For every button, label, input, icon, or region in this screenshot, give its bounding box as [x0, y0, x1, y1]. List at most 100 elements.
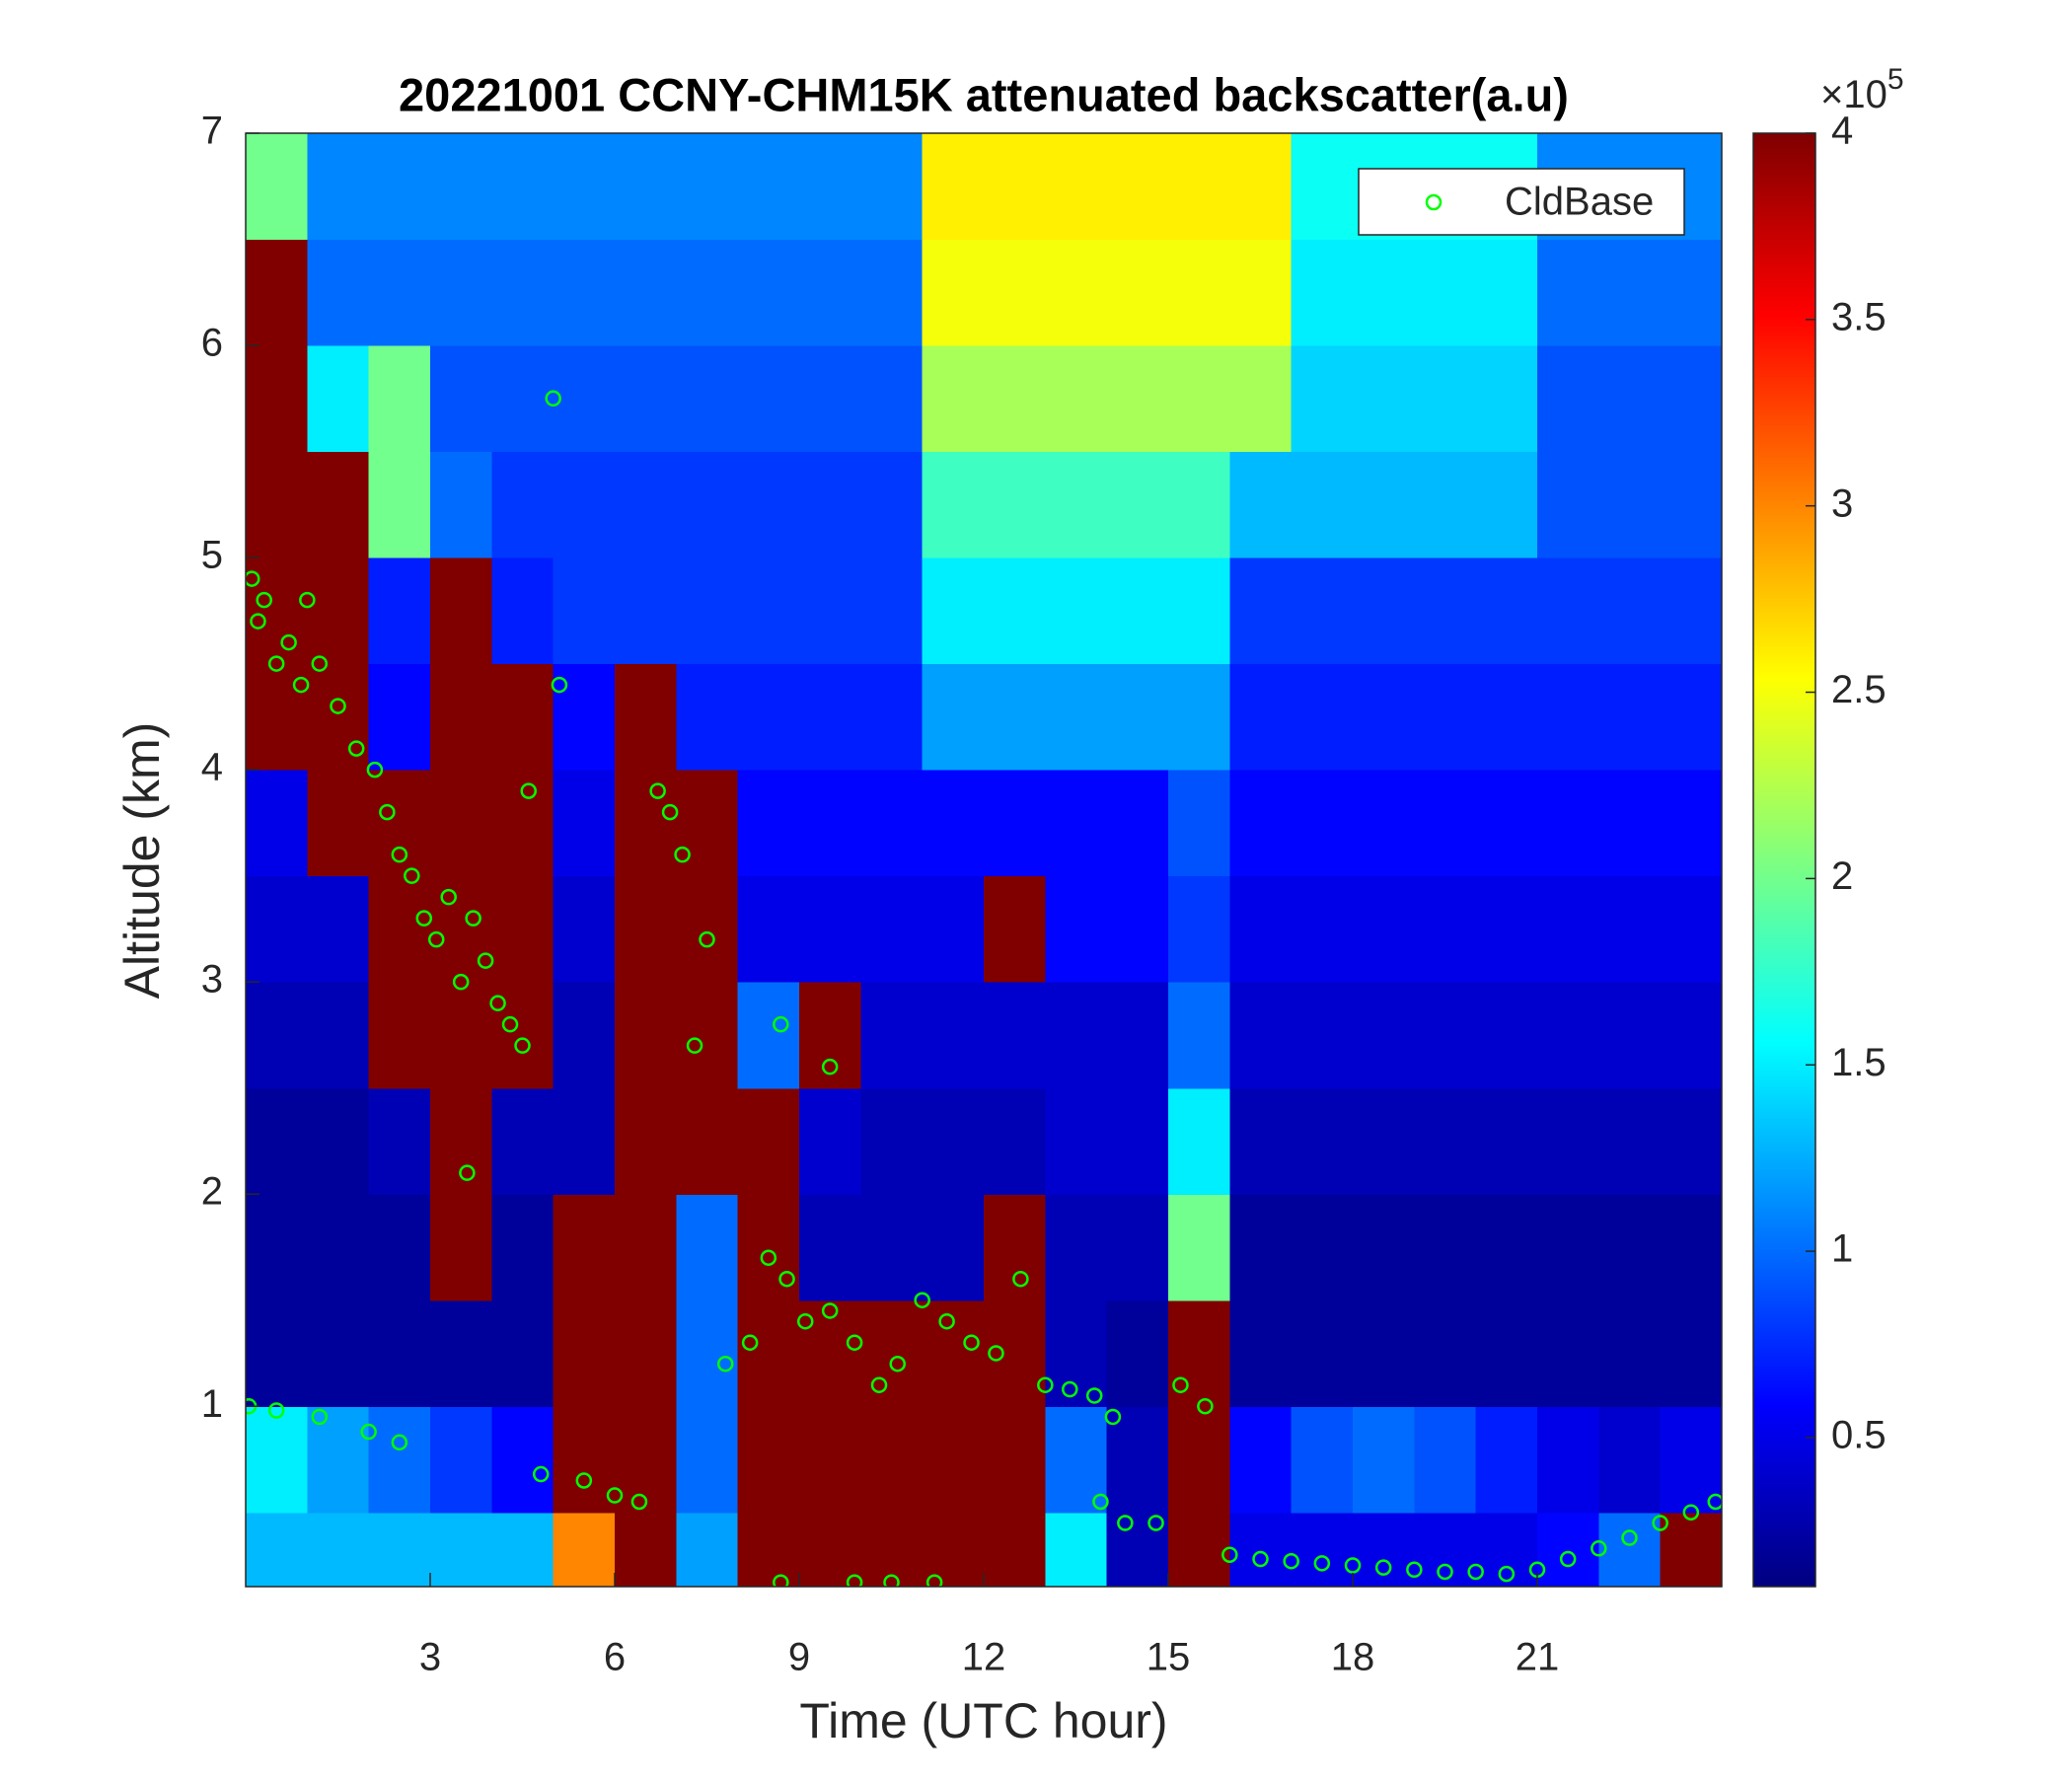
heatmap-cell [1660, 663, 1722, 771]
y-axis-label: Altitude (km) [114, 722, 170, 1000]
heatmap-cell [368, 1194, 431, 1301]
heatmap-cell [984, 875, 1046, 983]
heatmap-cell [1537, 239, 1599, 346]
heatmap-cell [491, 1406, 555, 1514]
heatmap-cell [553, 875, 616, 983]
cloud-base-point [1621, 1529, 1638, 1546]
heatmap-cell [676, 345, 739, 453]
heatmap-cell [246, 345, 308, 453]
cloud-base-point [250, 613, 266, 630]
heatmap-cell [1414, 1512, 1477, 1587]
heatmap-cell [1291, 1087, 1354, 1195]
heatmap-cell [368, 875, 431, 983]
heatmap-cell [430, 1299, 492, 1407]
heatmap-cell [553, 1194, 616, 1301]
heatmap-cell [1229, 1194, 1293, 1301]
heatmap-cell [246, 1406, 308, 1514]
heatmap-cell [553, 451, 616, 558]
cloud-base-point [465, 910, 481, 927]
heatmap-cell [676, 1406, 739, 1514]
heatmap-cell [307, 1087, 370, 1195]
heatmap-cell [246, 1299, 308, 1407]
heatmap-cell [1598, 239, 1662, 346]
heatmap-cell [1168, 1087, 1230, 1195]
heatmap-cell [1291, 557, 1354, 665]
x-tick-label: 15 [1147, 1636, 1191, 1679]
heatmap-cell [1045, 239, 1108, 346]
heatmap-cell [1414, 770, 1477, 877]
heatmap-cell [984, 557, 1046, 665]
heatmap-cell [860, 345, 924, 453]
heatmap-cell [1414, 1299, 1477, 1407]
heatmap-cell [1353, 239, 1415, 346]
x-tick-label: 6 [604, 1636, 626, 1679]
heatmap-cell [246, 451, 308, 558]
heatmap-cell [1291, 875, 1354, 983]
heatmap-cell [491, 345, 555, 453]
heatmap-cell [1660, 1194, 1722, 1301]
cloud-base-point [846, 1334, 863, 1351]
heatmap-cell [1475, 663, 1538, 771]
heatmap-cell [1598, 982, 1662, 1089]
heatmap-cell [860, 1406, 924, 1514]
heatmap-cell [553, 1299, 616, 1407]
legend: CldBase [1358, 168, 1685, 236]
heatmap-cell [1414, 451, 1477, 558]
cloud-base-point [1252, 1550, 1269, 1568]
cloud-base-point [551, 676, 568, 694]
heatmap-cell [1229, 982, 1293, 1089]
heatmap-cell [491, 133, 555, 241]
heatmap-cell [615, 875, 677, 983]
cloud-base-point [514, 1037, 531, 1054]
heatmap-cell [1168, 451, 1230, 558]
heatmap-cell [799, 663, 861, 771]
heatmap-cell [737, 1299, 800, 1407]
heatmap-cell [615, 1406, 677, 1514]
heatmap-cell [430, 557, 492, 665]
heatmap-cell [1106, 239, 1169, 346]
heatmap-cell [1537, 770, 1599, 877]
heatmap-cell [1229, 345, 1293, 453]
heatmap-cell [246, 239, 308, 346]
heatmap-cell [1660, 1406, 1722, 1514]
cloud-base-point [299, 591, 316, 609]
heatmap-cell [491, 557, 555, 665]
cloud-base-point [379, 803, 396, 821]
cloud-base-point [821, 1302, 839, 1319]
heatmap-cell [1598, 1512, 1662, 1587]
cloud-base-points [246, 390, 1722, 1587]
cloud-base-point [1707, 1493, 1722, 1511]
cloud-base-point [267, 655, 285, 672]
heatmap-cell [984, 1512, 1046, 1587]
heatmap-cell [1598, 663, 1662, 771]
heatmap-cell [984, 770, 1046, 877]
heatmap-cell [737, 1406, 800, 1514]
heatmap-cell [737, 1087, 800, 1195]
cloud-base-point [366, 761, 384, 779]
heatmap-cell [430, 133, 492, 241]
heatmap-cell [1660, 345, 1722, 453]
cloud-base-point [330, 698, 346, 714]
cloud-base-point [256, 591, 272, 609]
heatmap-cell [491, 875, 555, 983]
heatmap-cell [307, 1512, 370, 1587]
cloud-base-point [415, 910, 433, 927]
cloud-base-point [821, 1058, 839, 1076]
heatmap-cell [307, 770, 370, 877]
heatmap-cell [491, 982, 555, 1089]
heatmap-cell [1106, 133, 1169, 241]
heatmap-cell [1660, 770, 1722, 877]
heatmap-cell [1106, 1299, 1169, 1407]
cloud-base-point [846, 1574, 863, 1587]
heatmap-cell [246, 557, 308, 665]
heatmap-cell [984, 451, 1046, 558]
heatmap-cell [1475, 1512, 1538, 1587]
heatmap-cell [1045, 982, 1108, 1089]
heatmap-cell [307, 345, 370, 453]
heatmap-cell [922, 1087, 985, 1195]
heatmap-cell [1537, 345, 1599, 453]
heatmap-cell [1229, 239, 1293, 346]
heatmap-cell [799, 1406, 861, 1514]
cloud-base-point [760, 1249, 777, 1266]
heatmap-cell [1291, 345, 1354, 453]
